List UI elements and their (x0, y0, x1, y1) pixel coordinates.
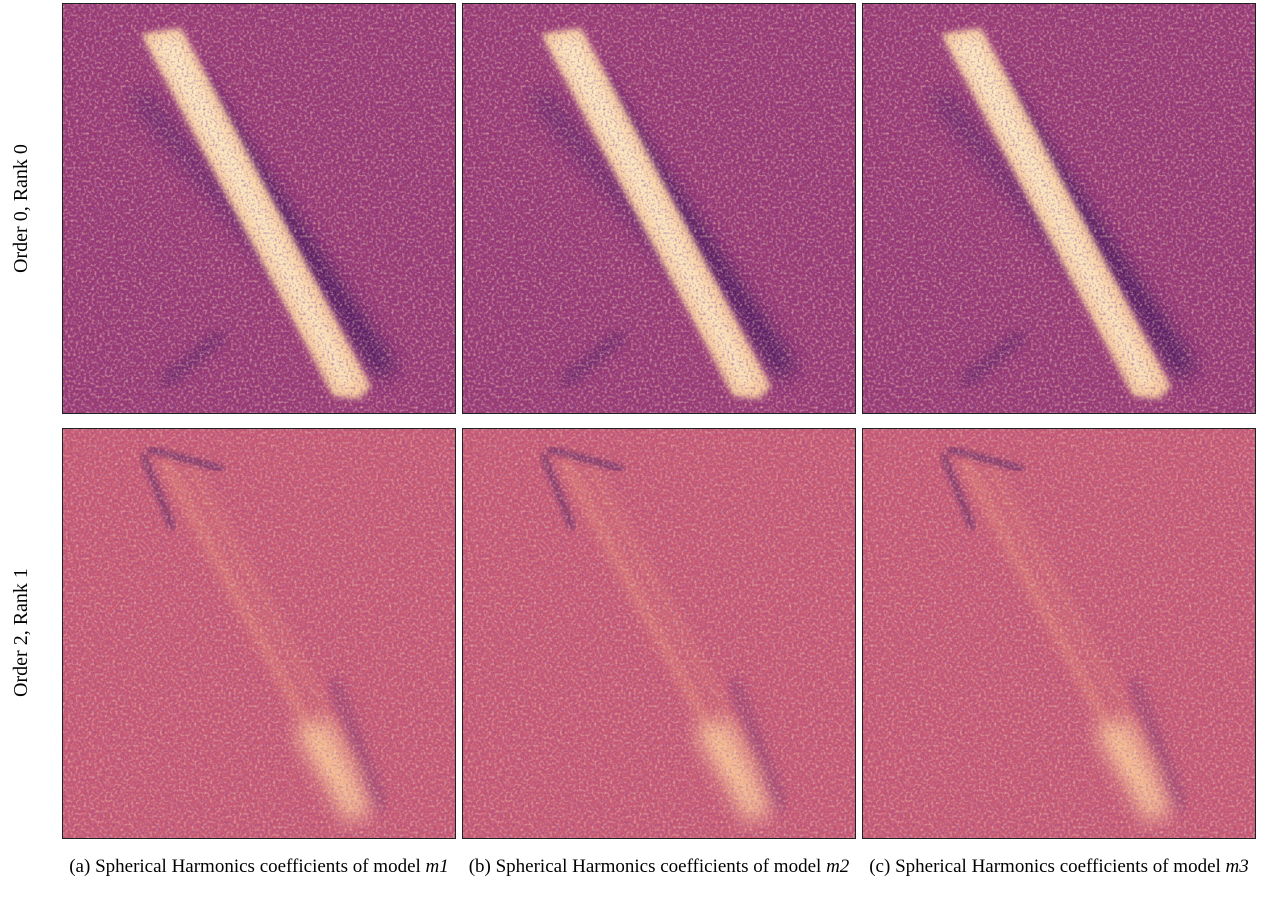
image-panel (62, 428, 456, 839)
row-label: Order 0, Rank 0 (10, 3, 33, 414)
caption: (b) Spherical Harmonics coefficients of … (459, 855, 859, 878)
caption-text: (b) Spherical Harmonics coefficients of … (469, 856, 822, 877)
model-name: m2 (826, 856, 849, 877)
caption: (a) Spherical Harmonics coefficients of … (59, 855, 459, 878)
model-name: m3 (1226, 856, 1249, 877)
image-panel (462, 428, 856, 839)
image-panel (862, 3, 1256, 414)
page: Order 0, Rank 0 Order 2, Rank 1 (a) Sphe… (0, 0, 1267, 906)
caption-text: (a) Spherical Harmonics coefficients of … (69, 856, 421, 877)
row-label: Order 2, Rank 1 (10, 427, 33, 838)
image-panel (462, 3, 856, 414)
caption-text: (c) Spherical Harmonics coefficients of … (869, 856, 1221, 877)
caption: (c) Spherical Harmonics coefficients of … (859, 855, 1259, 878)
image-panel (862, 428, 1256, 839)
model-name: m1 (426, 856, 449, 877)
image-panel (62, 3, 456, 414)
